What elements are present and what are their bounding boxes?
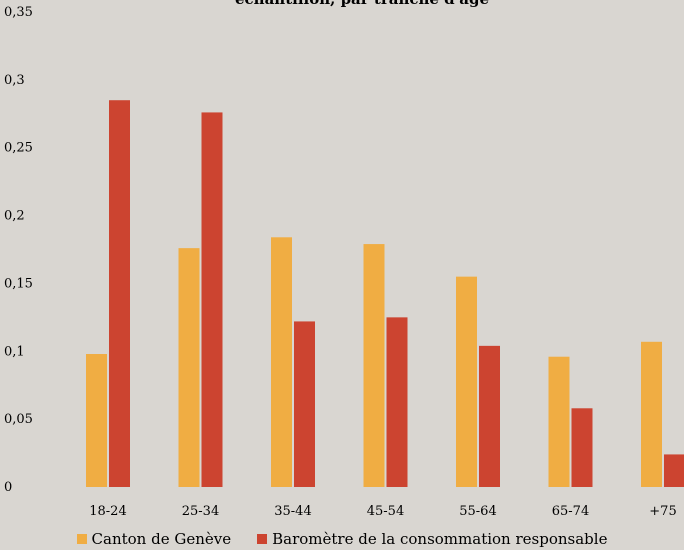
legend-swatch-canton bbox=[76, 534, 87, 544]
y-tick-label: 0,3 bbox=[4, 73, 25, 88]
bar-canton-geneve bbox=[86, 354, 107, 487]
legend-label-barometre: Baromètre de la consommation responsable bbox=[272, 530, 608, 548]
y-tick-label: 0,2 bbox=[4, 209, 25, 224]
x-tick-label: 25-34 bbox=[182, 504, 219, 519]
bar-canton-geneve bbox=[363, 244, 385, 487]
x-tick-label: 18-24 bbox=[89, 504, 126, 519]
y-tick-label: 0,35 bbox=[4, 5, 33, 20]
chart-title: échantillon, par tranche d'âge bbox=[235, 0, 489, 8]
y-tick-label: 0,25 bbox=[4, 141, 33, 156]
legend-item-barometre: Baromètre de la consommation responsable bbox=[257, 530, 607, 548]
legend-item-canton: Canton de Genève bbox=[76, 530, 232, 548]
x-axis-ticks: 18-24 25-34 35-44 45-54 55-64 65-74 +75 bbox=[89, 504, 676, 519]
bar-canton-geneve bbox=[641, 341, 662, 487]
bar-barometre bbox=[294, 321, 315, 487]
legend-label-canton: Canton de Genève bbox=[91, 530, 232, 548]
y-tick-label: 0,1 bbox=[4, 344, 25, 359]
y-tick-label: 0,05 bbox=[4, 412, 33, 427]
bar-canton-geneve bbox=[271, 237, 292, 487]
x-tick-label: 55-64 bbox=[459, 504, 496, 519]
y-axis-ticks: 0 0,05 0,1 0,15 0,2 0,25 0,3 0,35 bbox=[4, 5, 33, 495]
bar-barometre bbox=[479, 345, 500, 487]
x-tick-label: 45-54 bbox=[367, 504, 404, 519]
x-tick-label: +75 bbox=[649, 504, 676, 519]
bar-barometre bbox=[664, 454, 684, 487]
bar-barometre bbox=[386, 317, 408, 487]
bar-barometre bbox=[109, 100, 130, 487]
bar-barometre bbox=[571, 408, 593, 487]
x-tick-label: 35-44 bbox=[274, 504, 311, 519]
bar-canton-geneve bbox=[178, 248, 200, 487]
legend: Canton de Genève Baromètre de la consomm… bbox=[0, 528, 684, 550]
y-tick-label: 0,15 bbox=[4, 276, 33, 291]
legend-swatch-barometre bbox=[257, 534, 268, 544]
bar-canton-geneve bbox=[456, 276, 477, 487]
bar-barometre bbox=[201, 112, 223, 487]
bars bbox=[86, 100, 684, 487]
x-tick-label: 65-74 bbox=[552, 504, 589, 519]
y-tick-label: 0 bbox=[4, 480, 12, 495]
bar-canton-geneve bbox=[548, 356, 570, 487]
